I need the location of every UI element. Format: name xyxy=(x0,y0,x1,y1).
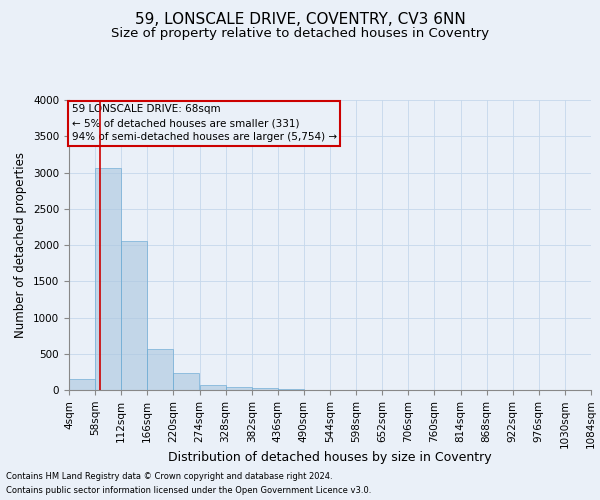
Bar xyxy=(69,379,95,390)
Text: Contains HM Land Registry data © Crown copyright and database right 2024.: Contains HM Land Registry data © Crown c… xyxy=(6,472,332,481)
Bar xyxy=(278,389,304,390)
Text: 59 LONSCALE DRIVE: 68sqm
← 5% of detached houses are smaller (331)
94% of semi-d: 59 LONSCALE DRIVE: 68sqm ← 5% of detache… xyxy=(71,104,337,142)
Bar xyxy=(95,168,121,390)
Bar xyxy=(148,348,173,390)
Bar xyxy=(252,388,278,390)
Text: Size of property relative to detached houses in Coventry: Size of property relative to detached ho… xyxy=(111,28,489,40)
X-axis label: Distribution of detached houses by size in Coventry: Distribution of detached houses by size … xyxy=(168,451,492,464)
Bar xyxy=(226,386,252,390)
Y-axis label: Number of detached properties: Number of detached properties xyxy=(14,152,28,338)
Bar xyxy=(173,373,199,390)
Bar xyxy=(121,240,148,390)
Text: Contains public sector information licensed under the Open Government Licence v3: Contains public sector information licen… xyxy=(6,486,371,495)
Text: 59, LONSCALE DRIVE, COVENTRY, CV3 6NN: 59, LONSCALE DRIVE, COVENTRY, CV3 6NN xyxy=(134,12,466,28)
Bar xyxy=(199,384,226,390)
